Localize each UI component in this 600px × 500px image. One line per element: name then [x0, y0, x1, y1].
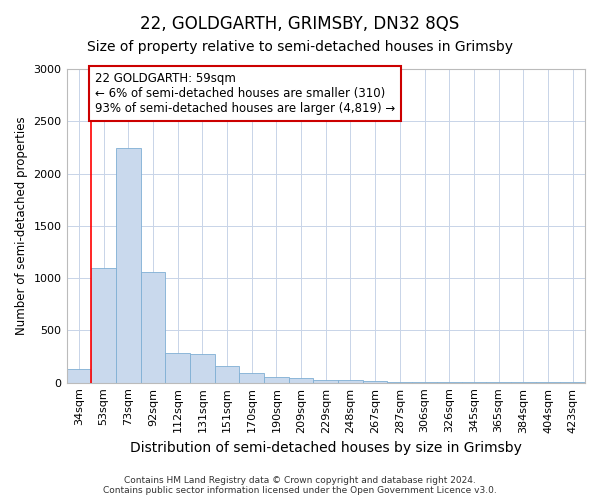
Bar [116, 148, 140, 382]
Bar [338, 380, 363, 382]
Bar [140, 272, 165, 382]
Bar [215, 366, 239, 382]
Text: Contains HM Land Registry data © Crown copyright and database right 2024.
Contai: Contains HM Land Registry data © Crown c… [103, 476, 497, 495]
Bar [67, 369, 91, 382]
Text: 22, GOLDGARTH, GRIMSBY, DN32 8QS: 22, GOLDGARTH, GRIMSBY, DN32 8QS [140, 15, 460, 33]
Bar [264, 378, 289, 382]
Bar [190, 354, 215, 382]
Bar [239, 374, 264, 382]
Text: Size of property relative to semi-detached houses in Grimsby: Size of property relative to semi-detach… [87, 40, 513, 54]
Y-axis label: Number of semi-detached properties: Number of semi-detached properties [15, 116, 28, 335]
Bar [313, 380, 338, 382]
Bar [289, 378, 313, 382]
X-axis label: Distribution of semi-detached houses by size in Grimsby: Distribution of semi-detached houses by … [130, 441, 522, 455]
Bar [91, 268, 116, 382]
Bar [165, 354, 190, 382]
Text: 22 GOLDGARTH: 59sqm
← 6% of semi-detached houses are smaller (310)
93% of semi-d: 22 GOLDGARTH: 59sqm ← 6% of semi-detache… [95, 72, 395, 115]
Bar [363, 380, 388, 382]
